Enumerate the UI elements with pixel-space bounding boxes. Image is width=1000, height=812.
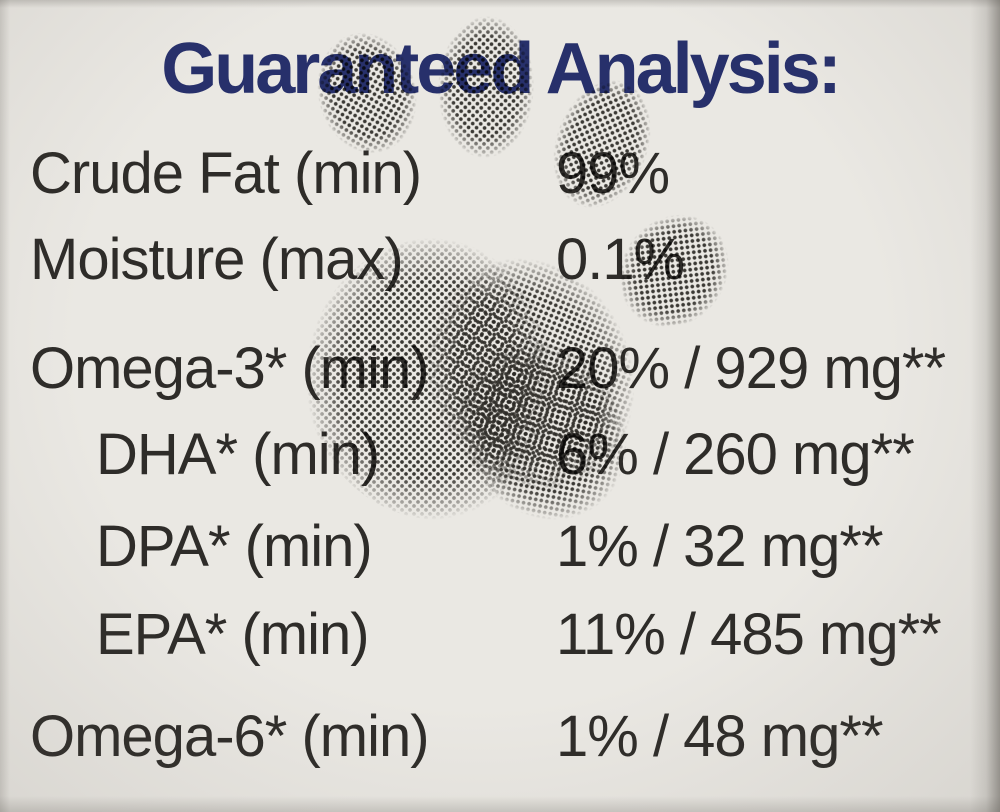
nutrient-value: 20% / 929 mg** [556,336,946,401]
nutrient-value: 1% / 48 mg** [556,704,884,769]
analysis-row: EPA* (min) 11% / 485 mg** [0,603,1000,669]
nutrient-label: DHA* (min) [96,422,380,487]
nutrient-label: Omega-3* (min) [30,336,430,401]
nutrient-label: Crude Fat (min) [30,141,422,206]
nutrient-label: Moisture (max) [30,227,404,292]
nutrient-label: EPA* (min) [96,602,370,667]
analysis-row: Moisture (max) 0.1% [0,228,1000,294]
analysis-row: Omega-3* (min) 20% / 929 mg** [0,337,1000,403]
analysis-row: Crude Fat (min) 99% [0,142,1000,208]
nutrient-value: 11% / 485 mg** [556,602,942,667]
page-title: Guaranteed Analysis: [161,29,842,109]
analysis-row: DPA* (min) 1% / 32 mg** [0,515,1000,581]
nutrient-label: DPA* (min) [96,514,373,579]
analysis-row: DHA* (min) 6% / 260 mg** [0,423,1000,489]
nutrient-value: 6% / 260 mg** [556,422,915,487]
nutrient-value: 1% / 32 mg** [556,514,884,579]
nutrient-label: Omega-6* (min) [30,704,430,769]
nutrient-value: 99% [556,141,670,206]
nutrient-value: 0.1% [556,227,685,292]
analysis-row: Omega-6* (min) 1% / 48 mg** [0,705,1000,771]
